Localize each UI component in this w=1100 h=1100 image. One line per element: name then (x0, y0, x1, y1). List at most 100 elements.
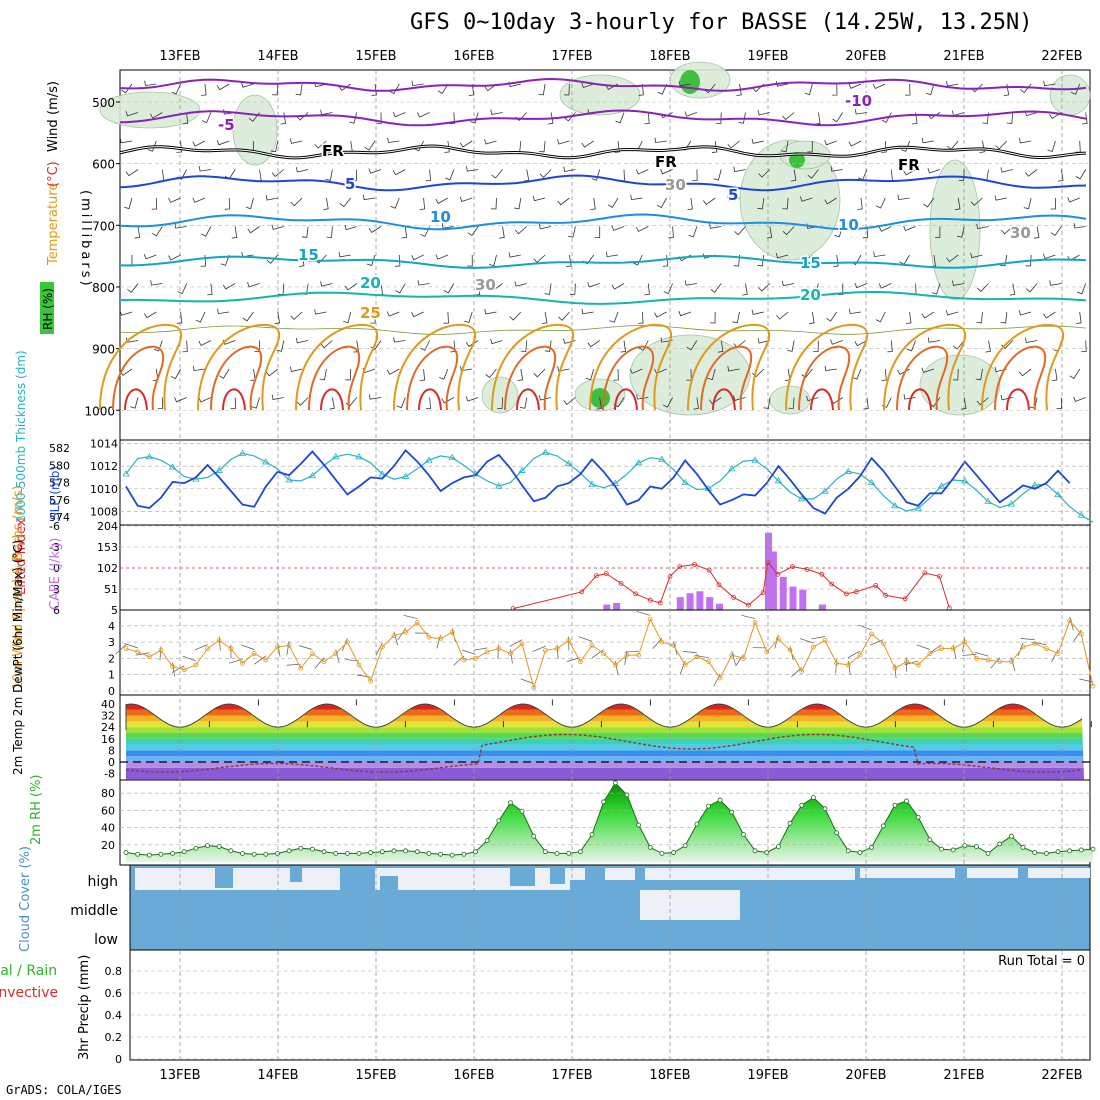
wind-speed-marker (822, 638, 828, 643)
wind-barb (216, 140, 230, 146)
wind-barb (499, 226, 505, 239)
wind-barb (979, 140, 985, 153)
wind-barb (776, 81, 789, 87)
wind-barb (125, 111, 139, 117)
cape-tick: 153 (97, 541, 118, 554)
wind-barb (220, 254, 230, 266)
isotherm-3 (119, 174, 1087, 192)
wind-barb (533, 368, 546, 378)
wind-barb-10m (254, 655, 267, 665)
cloud-block-2 (340, 868, 365, 890)
thickness-marker (378, 470, 387, 477)
wind-barb (953, 340, 965, 350)
wind-barb (1025, 337, 1038, 343)
wind-barb (151, 226, 163, 237)
wind-speed-marker (810, 644, 816, 650)
wind-barb (1043, 80, 1056, 87)
wind-barb (1025, 283, 1038, 293)
rh-marker (601, 799, 607, 805)
wind-speed-marker (286, 642, 292, 648)
cape-bar (789, 586, 797, 610)
thickness-marker (751, 456, 759, 463)
wind-barb-10m (171, 665, 185, 673)
wind-speed-marker (554, 646, 560, 652)
wind-speed-marker (927, 651, 933, 656)
precip-tick: 0.4 (105, 1009, 123, 1022)
wind-barb-10m (462, 649, 476, 655)
isotherm-25-lobe (785, 323, 869, 411)
thickness-marker (331, 453, 340, 460)
wind-barb (620, 340, 626, 353)
wind-barb (151, 197, 158, 210)
wind-barb (611, 283, 625, 290)
rh-marker (344, 851, 350, 856)
li-marker (902, 596, 908, 602)
rh-marker (1020, 844, 1026, 850)
thickness-line (125, 451, 1094, 523)
wind-barb (435, 254, 449, 260)
wind-barb (411, 254, 424, 261)
side-label-wind: Wind (46, 119, 61, 152)
isotherm-35-lobe (614, 388, 638, 411)
wind-barb (809, 311, 815, 325)
wind-barb (558, 311, 570, 321)
wind-barb (776, 311, 789, 320)
isotherm-30-lobe (112, 345, 165, 411)
wind-speed-marker (962, 639, 968, 645)
wind-barb (467, 254, 473, 267)
wind-barb (1049, 280, 1062, 286)
contour-label: FR (898, 156, 920, 174)
rh-marker (123, 850, 129, 855)
dewpoint-line (125, 733, 1083, 773)
wind-barb (368, 168, 382, 174)
thickness-marker (495, 482, 503, 489)
wind-speed-marker (694, 654, 700, 660)
li-marker (579, 589, 585, 595)
pressure-tick: 1000 (84, 404, 115, 418)
wind-barb (684, 280, 697, 286)
cloud-block-6 (550, 868, 565, 884)
wind-barb (727, 140, 740, 149)
contour-label: 15 (298, 246, 319, 264)
rh-shade-1 (232, 94, 278, 166)
wind-speed-marker (181, 667, 187, 673)
wind-barb (437, 83, 449, 94)
wind-barb (678, 311, 692, 317)
rh-marker (484, 838, 490, 843)
wind-barb (230, 397, 237, 410)
wind-barb (1033, 226, 1040, 239)
precip-tick: 0 (115, 1053, 122, 1066)
wind-speed-marker (216, 638, 222, 643)
wind-barb (459, 196, 473, 203)
wind-barb (977, 283, 989, 292)
wind-barb (717, 340, 724, 353)
wind-barb (314, 140, 327, 149)
cape-bar (686, 593, 694, 610)
wind-barb (985, 340, 991, 353)
wind-barb (995, 140, 1008, 150)
x-label-top: 16FEB (453, 49, 494, 64)
wind-speed-marker (508, 651, 513, 656)
wind-barb-10m (870, 639, 884, 646)
wind-barb (491, 169, 503, 179)
wind-speed-marker (391, 633, 397, 638)
wind-barb (876, 197, 886, 209)
wind-barb (489, 254, 497, 267)
li-marker (746, 602, 751, 608)
wind-barb (635, 226, 649, 232)
wind-barb (587, 340, 600, 348)
wind-speed-marker (344, 639, 350, 645)
wind-speed-marker (880, 641, 886, 647)
wind-barb (733, 395, 746, 401)
wind-barb (490, 283, 503, 291)
wind-barb (826, 311, 838, 322)
wind-barb (952, 280, 965, 286)
wind-barb (688, 226, 698, 238)
wind-barb (127, 283, 139, 293)
thickness-marker (681, 478, 689, 485)
wind-barb-10m (473, 647, 488, 651)
wind-barb (709, 223, 722, 229)
precip-tick: 0.8 (105, 965, 123, 978)
slp-tick: 1008 (90, 505, 118, 518)
